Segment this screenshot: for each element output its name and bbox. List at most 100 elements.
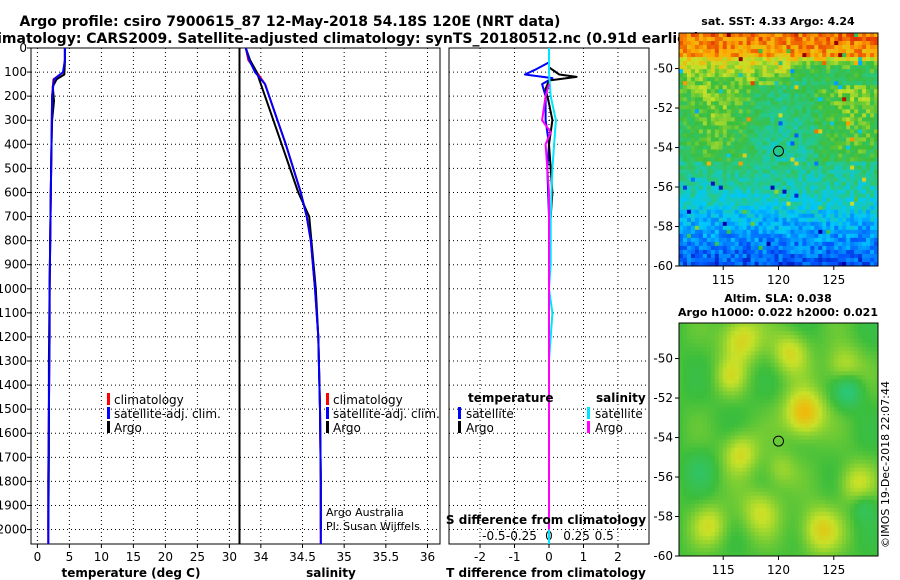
map-cell: [746, 423, 752, 428]
map-cell: [758, 41, 763, 46]
map-cell: [718, 61, 724, 66]
map-cell: [714, 101, 720, 106]
map-cell: [798, 411, 803, 416]
map-cell: [826, 81, 831, 86]
map-cell: [838, 109, 843, 114]
map-cell: [794, 375, 799, 380]
map-cell: [782, 435, 787, 440]
map-cell: [842, 331, 847, 336]
map-cell: [758, 467, 763, 473]
map-cell: [842, 451, 847, 456]
map-cell: [786, 257, 791, 263]
map-cell: [806, 77, 811, 82]
map-cell: [730, 173, 736, 179]
map-cell: [722, 181, 728, 187]
map-cell: [694, 137, 700, 142]
map-cell: [702, 327, 708, 332]
difference-panel: -2 -1 0 1 2 -0.5 -0.25 0 0.25 0.5 S difference f…: [446, 47, 650, 580]
map-cell: [790, 411, 795, 416]
map-cell: [778, 129, 783, 134]
map-cell: [690, 209, 696, 215]
map-cell: [679, 57, 684, 62]
map-cell: [758, 69, 763, 74]
map-cell: [786, 113, 791, 118]
map-cell: [758, 133, 763, 138]
map-cell: [810, 375, 815, 380]
map-cell: [758, 117, 763, 122]
map-cell: [822, 415, 827, 420]
map-cell: [694, 241, 700, 247]
map-cell: [874, 359, 878, 364]
map-cell: [774, 355, 779, 360]
map-cell: [710, 57, 716, 62]
map-cell: [790, 427, 795, 432]
map-cell: [730, 261, 736, 266]
map-cell: [794, 93, 799, 98]
map-cell: [698, 419, 704, 424]
map-cell: [714, 221, 720, 227]
map-cell: [798, 129, 803, 134]
map-cell: [814, 101, 819, 106]
map-cell: [770, 85, 775, 90]
map-cell: [714, 371, 720, 376]
map-cell: [806, 193, 811, 199]
map-cell: [710, 451, 716, 456]
map-cell: [842, 41, 847, 46]
map-cell: [794, 141, 799, 146]
map-cell: [746, 89, 752, 94]
map-cell: [686, 61, 692, 66]
map-cell: [858, 33, 863, 38]
map-cell: [870, 343, 875, 348]
map-cell: [866, 37, 871, 42]
map-cell: [790, 153, 795, 158]
map-cell: [742, 467, 748, 473]
map-cell: [806, 169, 811, 175]
map-cell: [770, 427, 775, 432]
map-cell: [790, 165, 795, 170]
map-cell: [822, 181, 827, 187]
map-cell: [826, 395, 831, 400]
map-cell: [742, 261, 748, 266]
map-cell: [798, 261, 803, 266]
map-cell: [754, 233, 759, 239]
map-cell: [746, 245, 752, 251]
map-cell: [830, 49, 835, 54]
map-cell: [710, 331, 716, 336]
map-cell: [766, 73, 771, 78]
map-cell: [706, 439, 712, 444]
map-cell: [790, 209, 795, 215]
map-cell: [686, 129, 692, 134]
map-cell: [686, 419, 692, 424]
map-cell: [818, 73, 823, 78]
map-cell: [682, 65, 688, 70]
map-cell: [782, 85, 787, 90]
map-cell: [698, 423, 704, 428]
map-cell: [706, 355, 712, 360]
map-cell: [710, 399, 716, 404]
map-cell: [778, 383, 783, 388]
map-cell: [822, 37, 827, 42]
map-cell: [810, 355, 815, 360]
map-cell: [750, 435, 756, 440]
map-cell: [826, 73, 831, 78]
map-cell: [722, 395, 728, 400]
map-cell: [874, 57, 878, 62]
map-cell: [794, 101, 799, 106]
map-cell: [822, 197, 827, 203]
map-cell: [750, 233, 756, 239]
map-cell: [818, 399, 823, 404]
map-cell: [838, 261, 843, 266]
map-cell: [874, 193, 878, 199]
map-cell: [718, 351, 724, 356]
map-cell: [870, 177, 875, 183]
map-cell: [686, 435, 692, 440]
map-cell: [762, 33, 767, 38]
map-cell: [850, 415, 855, 420]
map-cell: [798, 165, 803, 170]
map-cell: [786, 141, 791, 146]
map-cell: [738, 367, 744, 372]
map-cell: [686, 93, 692, 98]
map-cell: [686, 407, 692, 412]
map-cell: [734, 415, 740, 420]
map-cell: [830, 347, 835, 352]
